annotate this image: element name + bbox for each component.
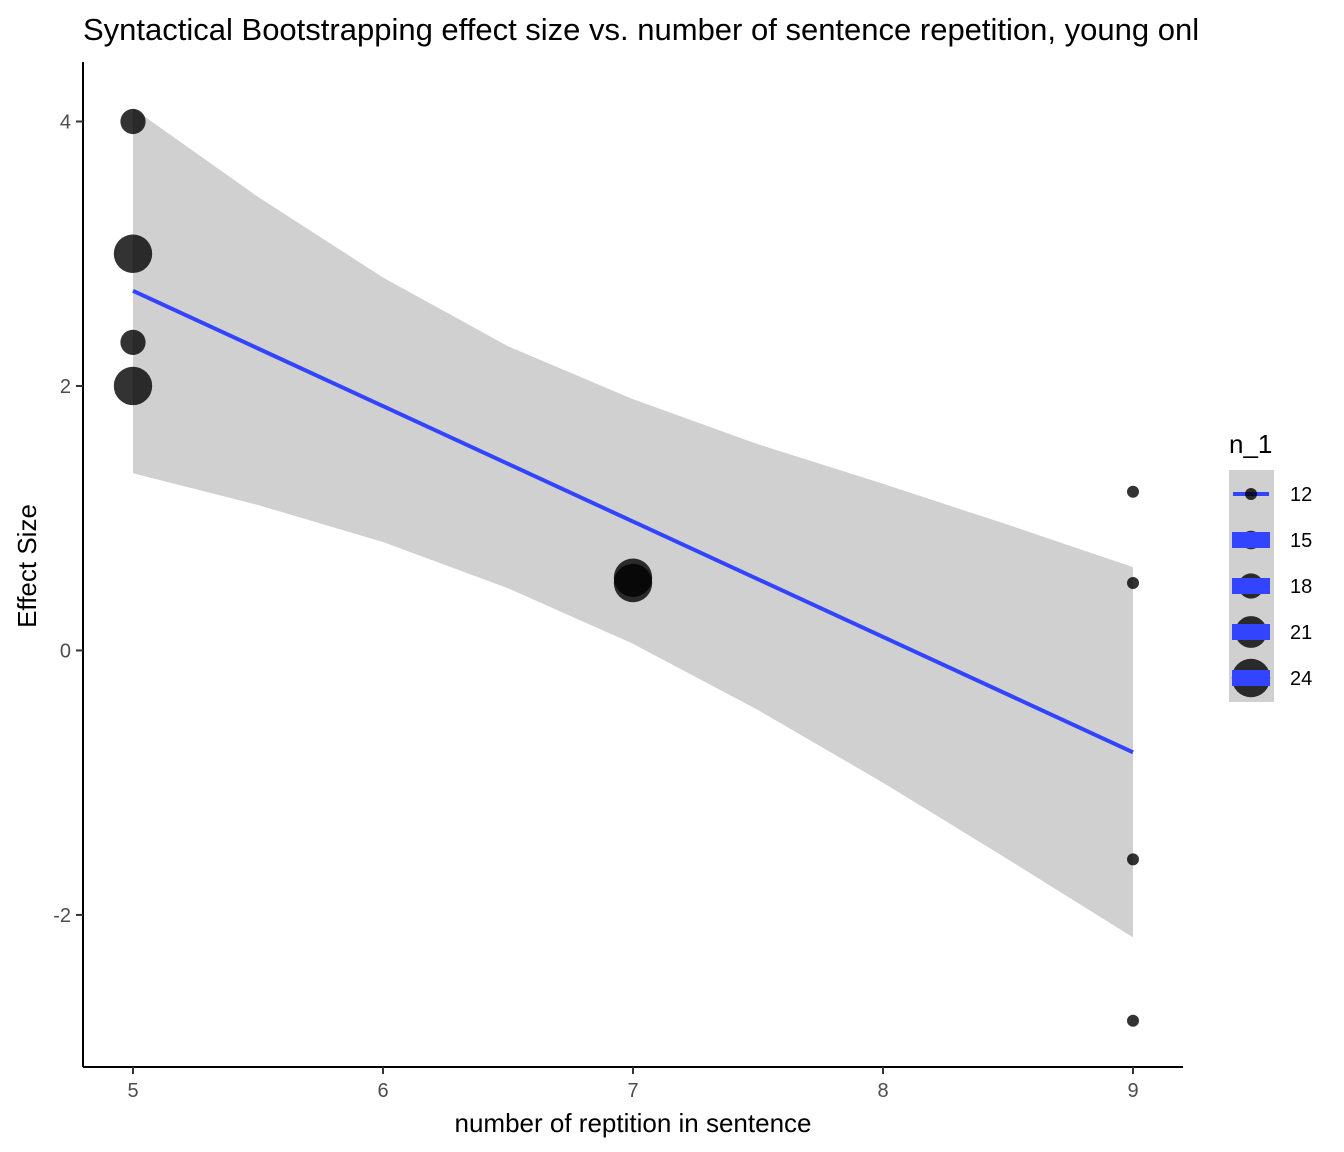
- regression-line: [132, 288, 1134, 755]
- x-axis-ticks: 5 6 7 8 9: [127, 1067, 1139, 1102]
- data-points: [113, 108, 1139, 1027]
- legend-entry: 12: [1233, 484, 1312, 506]
- data-point: [613, 563, 653, 603]
- data-point: [113, 234, 153, 273]
- legend-label: 21: [1290, 622, 1312, 644]
- y-tick-label: 4: [60, 112, 71, 134]
- y-tick-label: 0: [60, 640, 71, 662]
- x-tick-label: 7: [627, 1080, 638, 1102]
- plot-area: [113, 108, 1139, 1027]
- legend-fill-key: [1232, 624, 1270, 640]
- data-point: [1127, 1014, 1139, 1027]
- legend-entry: 24: [1231, 658, 1312, 698]
- x-axis-title: number of reptition in sentence: [455, 1108, 812, 1138]
- y-tick-label: 2: [60, 376, 71, 398]
- legend-fill-key: [1232, 578, 1270, 594]
- legend-fill-key: [1232, 532, 1270, 548]
- legend-fill-key: [1232, 670, 1270, 686]
- x-tick-label: 5: [127, 1080, 138, 1102]
- y-axis-title: Effect Size: [12, 504, 42, 628]
- data-point: [1127, 853, 1139, 866]
- data-point: [120, 108, 146, 135]
- data-point: [120, 329, 146, 355]
- legend-label: 15: [1290, 530, 1312, 552]
- legend-entry: 15: [1232, 530, 1312, 552]
- x-tick-label: 6: [377, 1080, 388, 1102]
- data-point: [1127, 577, 1139, 590]
- legend-point-key: [1245, 488, 1257, 500]
- y-tick-label: -2: [53, 905, 71, 927]
- legend-title: n_1: [1229, 429, 1272, 459]
- legend-entry: 18: [1232, 573, 1312, 599]
- legend-label: 12: [1290, 484, 1312, 506]
- legend-label: 24: [1290, 668, 1312, 690]
- data-point: [113, 366, 153, 406]
- x-tick-label: 9: [1127, 1080, 1138, 1102]
- legend-entry: 21: [1232, 616, 1312, 648]
- chart-title: Syntactical Bootstrapping effect size vs…: [83, 12, 1199, 47]
- x-tick-label: 8: [877, 1080, 888, 1102]
- legend-entries: 12 15 18 21 24: [1231, 484, 1312, 698]
- y-axis-ticks: -2 0 2 4: [53, 112, 83, 927]
- legend-label: 18: [1290, 576, 1312, 598]
- data-point: [1127, 485, 1139, 498]
- legend: n_1 12 15 18 21 24: [1229, 429, 1312, 702]
